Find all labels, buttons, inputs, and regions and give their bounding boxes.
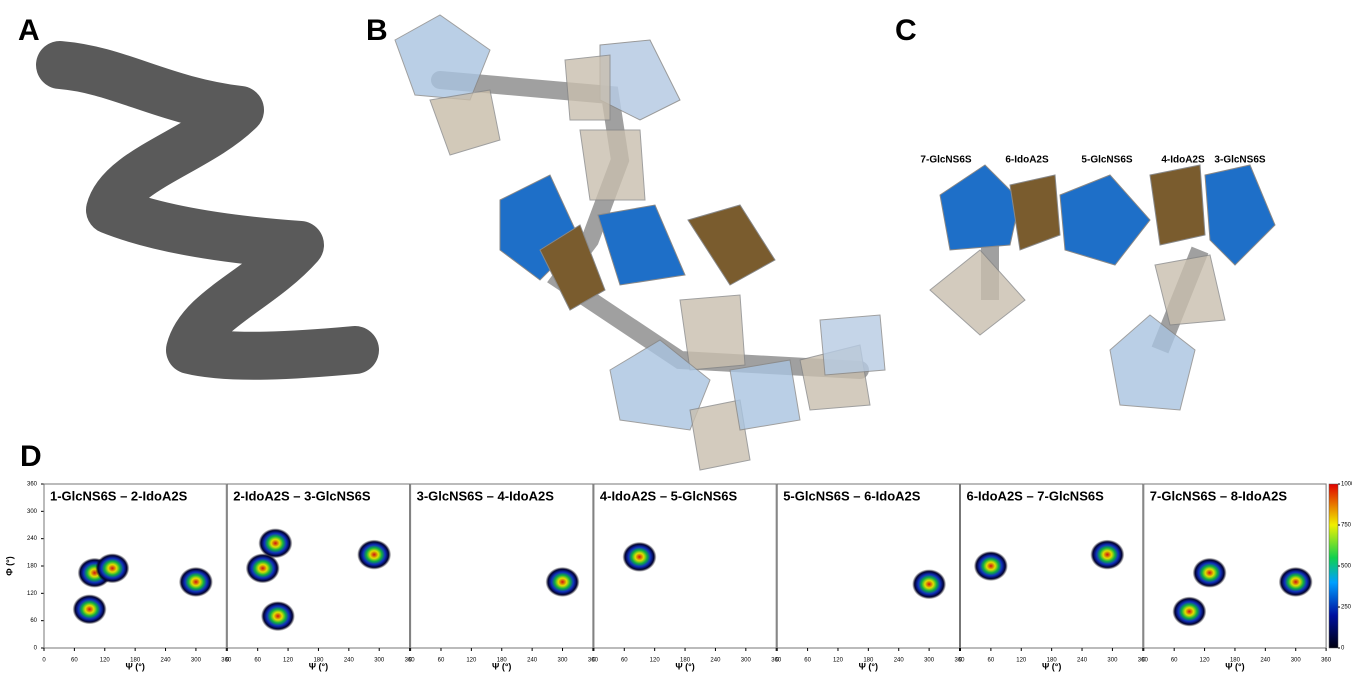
x-tick-label: 60: [1171, 658, 1178, 664]
x-tick-label: 240: [161, 658, 172, 664]
x-tick-label: 300: [374, 658, 385, 664]
density-peak: [179, 567, 213, 597]
x-tick-label: 240: [894, 658, 905, 664]
residue-label: 6-IdoA2S: [1005, 155, 1049, 166]
plot-frame: [594, 484, 776, 648]
plot-frame: [44, 484, 226, 648]
residue-label: 7-GlcNS6S: [920, 155, 971, 166]
colorbar-tick-label: 0: [1341, 646, 1345, 652]
density-peak: [1090, 540, 1124, 570]
surface-model: [60, 65, 355, 356]
x-tick-label: 240: [1260, 658, 1271, 664]
panel-label: D: [20, 440, 42, 473]
x-tick-label: 120: [650, 658, 661, 664]
residue-label: 4-IdoA2S: [1161, 155, 1205, 166]
figure: A B C D 7-GlcNS6S 6-IdoA2S 5-GlcNS6S 4-IdoA2S 3-…: [0, 0, 1352, 673]
density-peak: [546, 567, 580, 597]
plot-title: 1-GlcNS6S – 2-IdoA2S: [50, 488, 188, 503]
plot-title: 2-IdoA2S – 3-GlcNS6S: [233, 488, 371, 503]
x-axis-label: Ψ (°): [1042, 661, 1061, 671]
plot-frame: [1144, 484, 1326, 648]
x-tick-label: 120: [466, 658, 477, 664]
x-tick-label: 120: [833, 658, 844, 664]
x-tick-label: 60: [71, 658, 78, 664]
colorbar-tick-label: 750: [1341, 523, 1352, 529]
colorbar-tick-label: 1000: [1341, 482, 1352, 488]
plot-title: 7-GlcNS6S – 8-IdoA2S: [1150, 488, 1288, 503]
x-tick-label: 300: [741, 658, 752, 664]
x-tick-label: 60: [988, 658, 995, 664]
x-tick-label: 120: [1016, 658, 1027, 664]
y-tick-label: 60: [30, 618, 37, 624]
x-tick-label: 240: [344, 658, 355, 664]
y-axis-label: Φ (°): [4, 556, 14, 575]
residue-label: 3-GlcNS6S: [1214, 155, 1265, 166]
x-axis-label: Ψ (°): [492, 661, 511, 671]
plot-title: 4-IdoA2S – 5-GlcNS6S: [600, 488, 738, 503]
x-axis-label: Ψ (°): [1225, 661, 1244, 671]
y-tick-label: 180: [27, 564, 38, 570]
density-peak: [261, 601, 295, 631]
x-tick-label: 60: [438, 658, 445, 664]
residue-label: 5-GlcNS6S: [1081, 155, 1132, 166]
density-peak: [1193, 558, 1227, 588]
colorbar: [1329, 484, 1338, 648]
panel-label: B: [366, 14, 388, 47]
x-tick-label: 0: [42, 658, 46, 664]
x-axis-label: Ψ (°): [675, 661, 694, 671]
x-tick-label: 240: [527, 658, 538, 664]
y-tick-label: 0: [34, 646, 38, 652]
plot-title: 3-GlcNS6S – 4-IdoA2S: [417, 488, 555, 503]
density-peak: [622, 542, 656, 572]
colorbar-tick-label: 500: [1341, 564, 1352, 570]
density-peak: [73, 594, 107, 624]
polyhedra-c: [930, 165, 1275, 410]
x-axis-label: Ψ (°): [859, 661, 878, 671]
x-tick-label: 240: [1077, 658, 1088, 664]
x-tick-label: 240: [710, 658, 721, 664]
plot-title: 5-GlcNS6S – 6-IdoA2S: [783, 488, 921, 503]
x-axis-label: Ψ (°): [125, 661, 144, 671]
density-peak: [357, 540, 391, 570]
x-tick-label: 60: [621, 658, 628, 664]
x-tick-label: 300: [191, 658, 202, 664]
x-tick-label: 300: [924, 658, 935, 664]
plot-frame: [777, 484, 959, 648]
x-tick-label: 300: [1107, 658, 1118, 664]
colorbar-tick-label: 250: [1341, 605, 1352, 611]
y-tick-label: 120: [27, 591, 38, 597]
density-peak: [258, 528, 292, 558]
x-tick-label: 60: [254, 658, 261, 664]
density-peak: [912, 569, 946, 599]
plot-title: 6-IdoA2S – 7-GlcNS6S: [967, 488, 1105, 503]
density-peak: [1279, 567, 1313, 597]
x-tick-label: 120: [283, 658, 294, 664]
x-tick-label: 120: [1200, 658, 1211, 664]
x-tick-label: 360: [1321, 658, 1332, 664]
plot-frame: [411, 484, 593, 648]
density-peak: [95, 553, 129, 583]
x-tick-label: 120: [100, 658, 111, 664]
y-tick-label: 360: [27, 482, 38, 488]
x-tick-label: 300: [558, 658, 569, 664]
density-peak: [974, 551, 1008, 581]
panel-label: A: [18, 14, 40, 47]
x-tick-label: 60: [804, 658, 811, 664]
x-axis-label: Ψ (°): [309, 661, 328, 671]
y-tick-label: 240: [27, 536, 38, 542]
density-peak: [1172, 597, 1206, 627]
y-tick-label: 300: [27, 509, 38, 515]
x-tick-label: 300: [1291, 658, 1302, 664]
panel-label: C: [895, 14, 917, 47]
polyhedra-b: [395, 15, 885, 470]
